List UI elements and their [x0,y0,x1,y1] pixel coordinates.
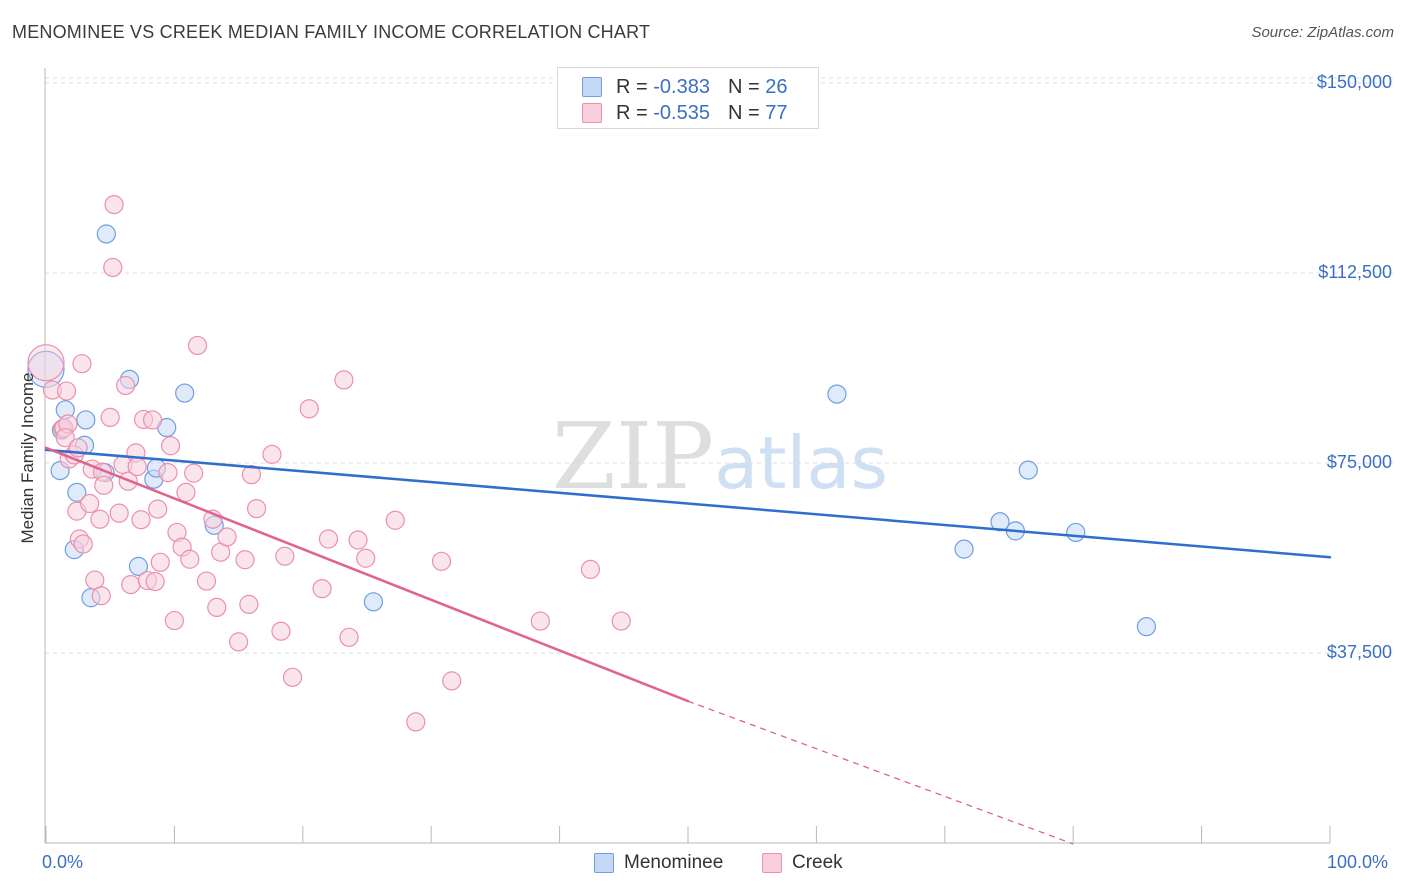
legend-label-creek: Creek [792,852,843,873]
creek-point-51 [217,527,237,547]
y-tick-label-1: $75,000 [1326,452,1392,472]
n-value-menominee: 26 [765,75,788,98]
creek-point-17 [90,509,110,529]
r-label: R = [616,75,648,98]
creek-trend-extension [687,700,1074,845]
creek-point-65 [339,627,359,647]
menominee-point-10 [96,224,116,244]
creek-swatch [582,103,602,123]
bottom-legend-creek: Creek [762,852,843,874]
creek-point-22 [104,195,124,215]
creek-point-47 [196,571,217,591]
creek-point-23 [103,257,123,278]
menominee-point-18 [363,592,384,612]
creek-point-57 [262,444,282,464]
creek-point-74 [611,611,631,631]
creek-point-71 [442,671,462,691]
creek-point-5 [55,428,75,448]
creek-point-46 [187,335,208,356]
creek-point-69 [406,712,426,732]
creek-point-40 [164,610,184,631]
creek-point-55 [241,465,262,485]
menominee-point-23 [1018,460,1038,480]
r-label: R = [616,101,648,124]
chart-source: Source: ZipAtlas.com [1251,24,1394,41]
creek-point-18 [91,586,111,606]
y-axis-label: Median Family Income [18,372,37,544]
creek-point-54 [239,594,259,614]
creek-point-25 [116,375,136,396]
creek-point-60 [282,667,303,687]
creek-point-66 [348,530,368,550]
creek-point-39 [160,436,181,456]
menominee-swatch [582,77,602,97]
y-tick-label-3: $150,000 [1316,72,1392,92]
x-tick-label-max: 100.0% [1327,852,1389,872]
creek-point-21 [100,407,120,427]
creek-point-31 [131,510,151,530]
y-tick-label-0: $37,500 [1326,642,1392,662]
creek-point-20 [94,475,114,495]
creek-point-49 [207,597,227,618]
creek-point-63 [318,529,339,549]
creek-point-36 [148,499,168,519]
creek-point-37 [150,552,170,572]
menominee-trend-line [44,448,1332,559]
y-tick-label-2: $112,500 [1318,262,1392,282]
creek-point-53 [235,550,255,570]
creek-point-72 [530,611,550,631]
menominee-point-16 [175,383,195,403]
creek-point-12 [56,381,77,401]
creek-point-45 [184,463,204,483]
creek-point-56 [246,499,267,519]
creek-point-13 [72,354,92,374]
creek-point-62 [312,579,332,599]
creek-point-30 [127,456,147,477]
creek-point-52 [229,632,249,652]
creek-point-59 [275,546,295,566]
bottom-legend-menominee: Menominee [594,852,723,874]
chart-title: MENOMINEE VS CREEK MEDIAN FAMILY INCOME … [12,22,651,42]
r-value-menominee: -0.383 [653,75,710,98]
creek-point-0 [27,344,65,382]
menominee-point-12 [128,556,149,576]
creek-point-14 [80,493,100,514]
legend-row-creek: R = -0.535 N = 77 [582,100,787,126]
creek-swatch [762,853,782,873]
x-tick-label-min: 0.0% [42,852,84,872]
creek-point-64 [334,370,354,390]
menominee-point-3 [76,410,96,430]
menominee-point-6 [67,482,87,502]
menominee-point-24 [1066,522,1086,543]
creek-point-73 [580,559,601,580]
menominee-point-25 [1136,617,1156,637]
legend-row-menominee: R = -0.383 N = 26 [582,74,787,100]
creek-point-70 [431,551,452,571]
creek-point-67 [356,548,376,568]
menominee-swatch [594,853,614,873]
menominee-point-19 [827,384,847,404]
correlation-legend: R = -0.383 N = 26 R = -0.535 N = 77 [557,67,819,129]
n-value-creek: 77 [765,101,788,124]
creek-point-61 [299,399,319,419]
creek-point-58 [271,621,291,641]
creek-point-44 [180,549,200,569]
r-value-creek: -0.535 [653,101,710,124]
menominee-point-20 [954,539,974,559]
creek-trend-line [44,446,690,703]
creek-point-28 [121,574,141,595]
creek-point-35 [145,571,165,592]
creek-point-68 [385,510,405,530]
n-label: N = [727,75,760,98]
creek-point-34 [142,410,163,430]
creek-point-24 [109,503,129,523]
creek-point-43 [176,482,196,502]
legend-label-menominee: Menominee [624,852,724,873]
creek-point-38 [158,463,178,483]
creek-point-11 [73,534,93,554]
watermark: ZIPatlas [552,403,888,510]
n-label: N = [727,101,760,124]
